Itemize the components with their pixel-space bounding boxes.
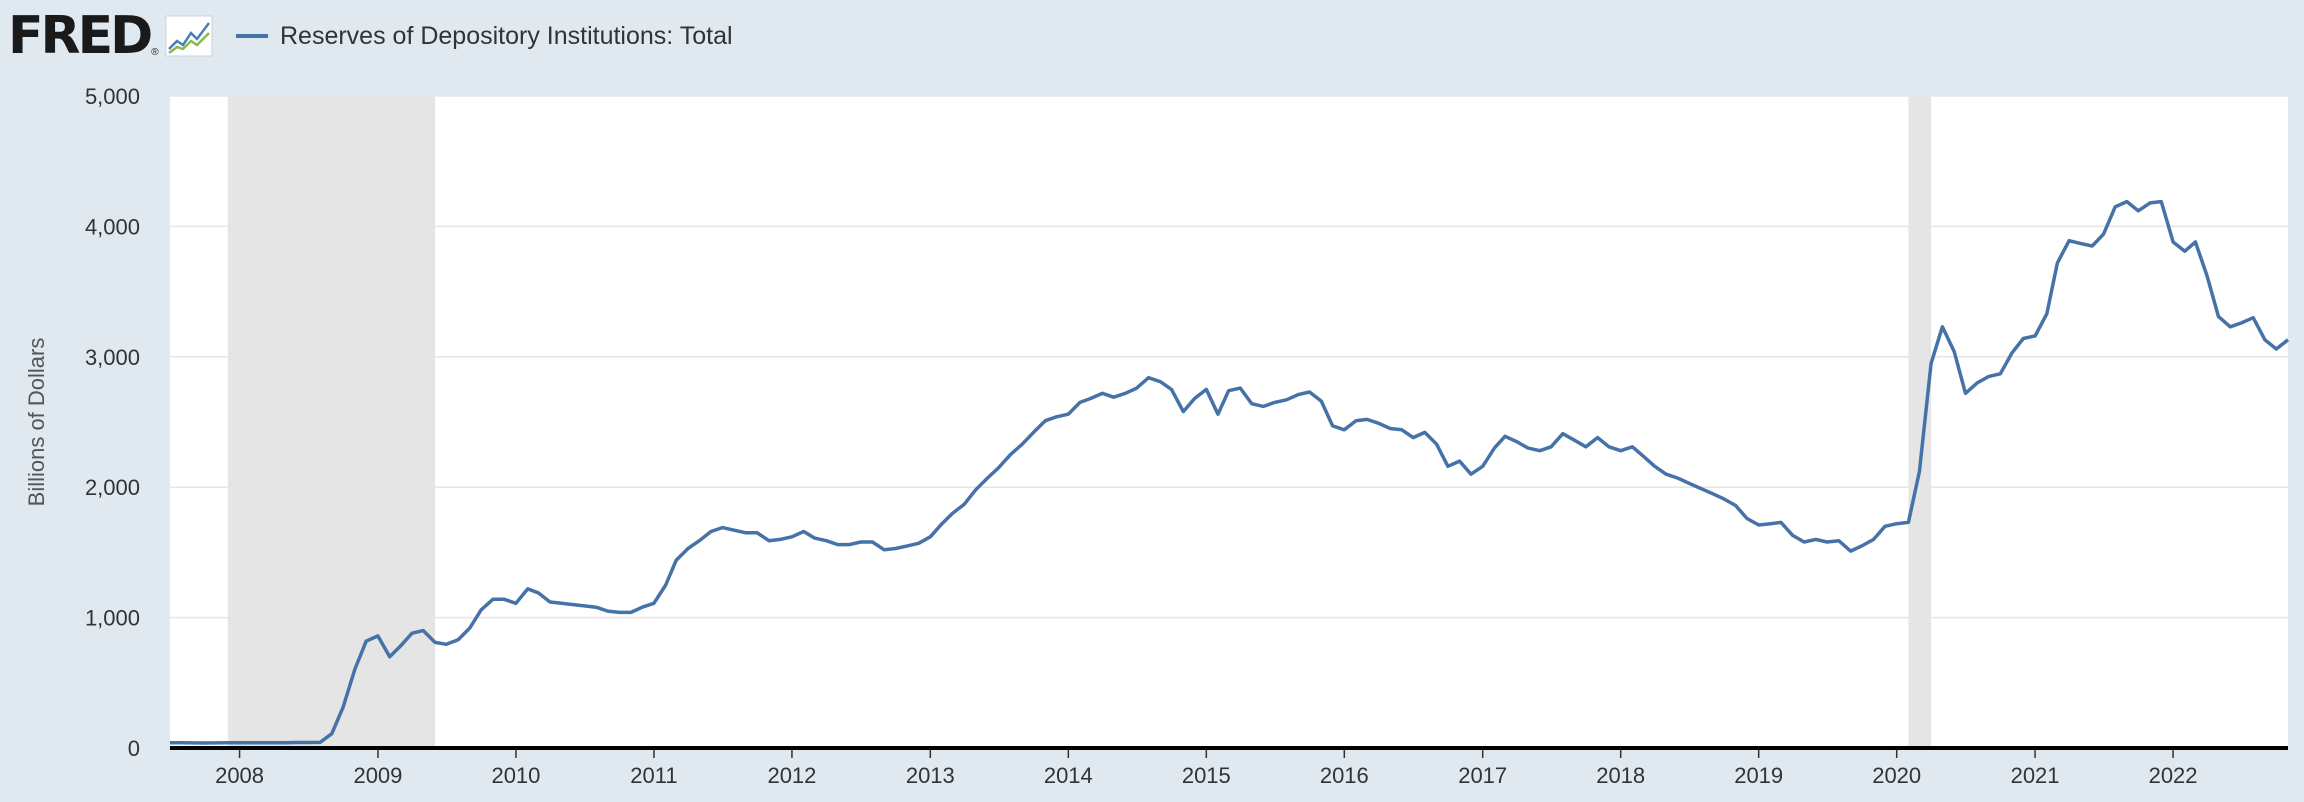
y-axis-ticks: 0 1,000 2,000 3,000 4,000 5,000 bbox=[85, 84, 140, 761]
x-tick-label: 2009 bbox=[353, 763, 402, 788]
x-tick-label: 2022 bbox=[2149, 763, 2198, 788]
x-tick-label: 2019 bbox=[1734, 763, 1783, 788]
y-tick-label: 0 bbox=[128, 736, 140, 761]
y-tick-label: 4,000 bbox=[85, 214, 140, 239]
x-tick-label: 2015 bbox=[1182, 763, 1231, 788]
y-tick-label: 5,000 bbox=[85, 84, 140, 109]
legend-series-label: Reserves of Depository Institutions: Tot… bbox=[280, 21, 733, 50]
x-tick-label: 2021 bbox=[2011, 763, 2060, 788]
recession-shading-group bbox=[227, 96, 1932, 748]
registered-mark: ® bbox=[151, 47, 159, 58]
x-tick-label: 2014 bbox=[1044, 763, 1093, 788]
x-tick-label: 2013 bbox=[906, 763, 955, 788]
y-tick-label: 2,000 bbox=[85, 475, 140, 500]
y-tick-label: 1,000 bbox=[85, 606, 140, 631]
y-tick-label: 3,000 bbox=[85, 345, 140, 370]
fred-logo[interactable]: FRED ® bbox=[8, 6, 213, 66]
x-tick-label: 2018 bbox=[1596, 763, 1645, 788]
chart-header: FRED ® Reserves of Depository Institutio… bbox=[0, 0, 2304, 72]
y-axis-title: Billions of Dollars bbox=[24, 338, 49, 507]
legend-swatch bbox=[236, 34, 268, 38]
grid-lines bbox=[170, 95, 2288, 619]
x-tick-label: 2011 bbox=[630, 763, 677, 788]
series-line[interactable] bbox=[170, 199, 2290, 745]
x-axis-ticks: 2008 2009 2010 2011 2012 2013 2014 2015 2016 2017… bbox=[215, 748, 2198, 788]
recession-shading bbox=[227, 96, 436, 748]
x-tick-label: 2012 bbox=[767, 763, 816, 788]
line-graph-icon bbox=[165, 15, 213, 57]
chart-legend: Reserves of Depository Institutions: Tot… bbox=[236, 18, 733, 54]
recession-shading bbox=[1908, 96, 1932, 748]
x-tick-label: 2017 bbox=[1458, 763, 1507, 788]
plot-area bbox=[170, 96, 2288, 748]
x-tick-label: 2016 bbox=[1320, 763, 1369, 788]
x-tick-label: 2020 bbox=[1872, 763, 1921, 788]
fred-logo-text: FRED bbox=[8, 6, 153, 66]
x-tick-label: 2008 bbox=[215, 763, 264, 788]
x-tick-label: 2010 bbox=[491, 763, 540, 788]
